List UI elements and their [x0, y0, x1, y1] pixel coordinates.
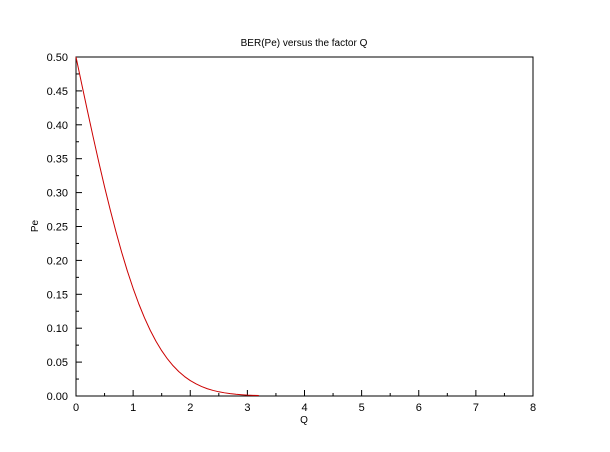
x-tick-label: 8: [530, 402, 536, 414]
x-tick-label: 0: [73, 402, 79, 414]
x-tick-label: 6: [416, 402, 422, 414]
x-tick-label: 1: [130, 402, 136, 414]
x-tick-label: 4: [301, 402, 307, 414]
x-tick-label: 7: [473, 402, 479, 414]
y-tick-label: 0.20: [47, 255, 68, 267]
chart-title: BER(Pe) versus the factor Q: [241, 38, 368, 49]
data-series-layer: [75, 56, 259, 397]
x-tick-label: 3: [244, 402, 250, 414]
y-tick-label: 0.15: [47, 289, 68, 301]
x-axis: 0 1 2 3 4 5 6 7 8: [73, 390, 536, 414]
y-axis: 0.00 0.05 0.10 0.15 0.20 0.25 0.30 0.35 0.40 0.45…: [47, 52, 82, 403]
y-tick-label: 0.50: [47, 52, 68, 64]
y-tick-label: 0.40: [47, 120, 68, 132]
y-tick-label: 0.05: [47, 357, 68, 369]
x-axis-title: Q: [300, 415, 308, 426]
y-tick-label: 0.25: [47, 222, 68, 234]
y-tick-label: 0.10: [47, 323, 68, 335]
y-tick-label: 0.30: [47, 188, 68, 200]
y-tick-label: 0.35: [47, 154, 68, 166]
y-tick-label: 0.45: [47, 86, 68, 98]
x-tick-label: 2: [187, 402, 193, 414]
x-tick-label: 5: [359, 402, 365, 414]
y-tick-label: 0.00: [47, 391, 68, 403]
series-line-0: [75, 56, 259, 397]
y-axis-title: Pe: [30, 219, 41, 232]
